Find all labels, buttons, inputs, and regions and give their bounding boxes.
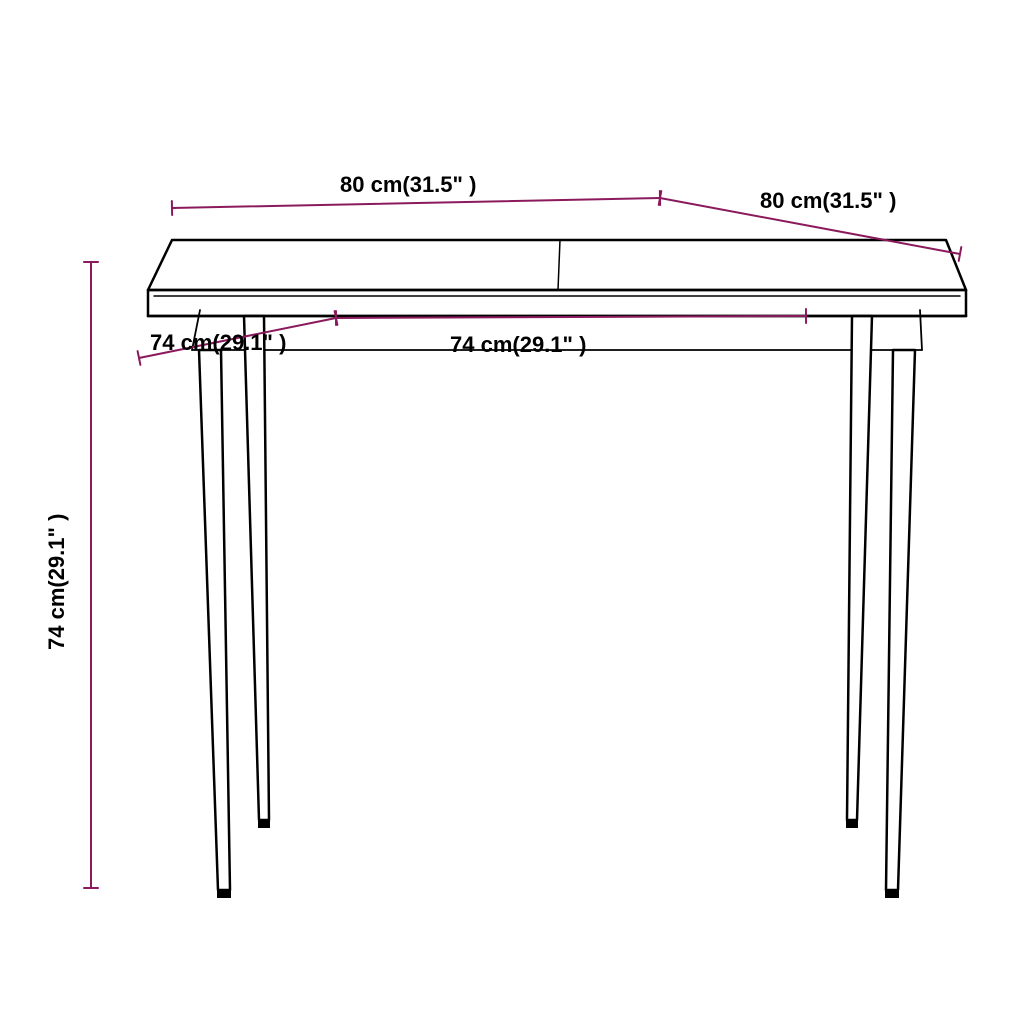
dim-top-width-label: 80 cm(31.5" ) [340,172,476,198]
dim-top-depth-label: 80 cm(31.5" ) [760,188,896,214]
top-center-seam [558,240,560,290]
leg-back-left [244,316,269,820]
dim-top-width [172,198,660,208]
tabletop-outline [148,240,966,290]
leg-front-left-foot [217,890,231,898]
 [138,351,141,365]
 [959,247,962,261]
leg-front-left [199,350,230,890]
leg-back-right-foot [846,820,858,828]
leg-front-right [886,350,915,890]
leg-front-right-foot [885,890,899,898]
dim-under-depth-label: 74 cm(29.1" ) [150,330,286,356]
leg-back-right [847,316,872,820]
dim-under-width-label: 74 cm(29.1" ) [450,332,586,358]
leg-back-left-foot [258,820,270,828]
dim-height-label: 74 cm(29.1" ) [44,514,70,650]
